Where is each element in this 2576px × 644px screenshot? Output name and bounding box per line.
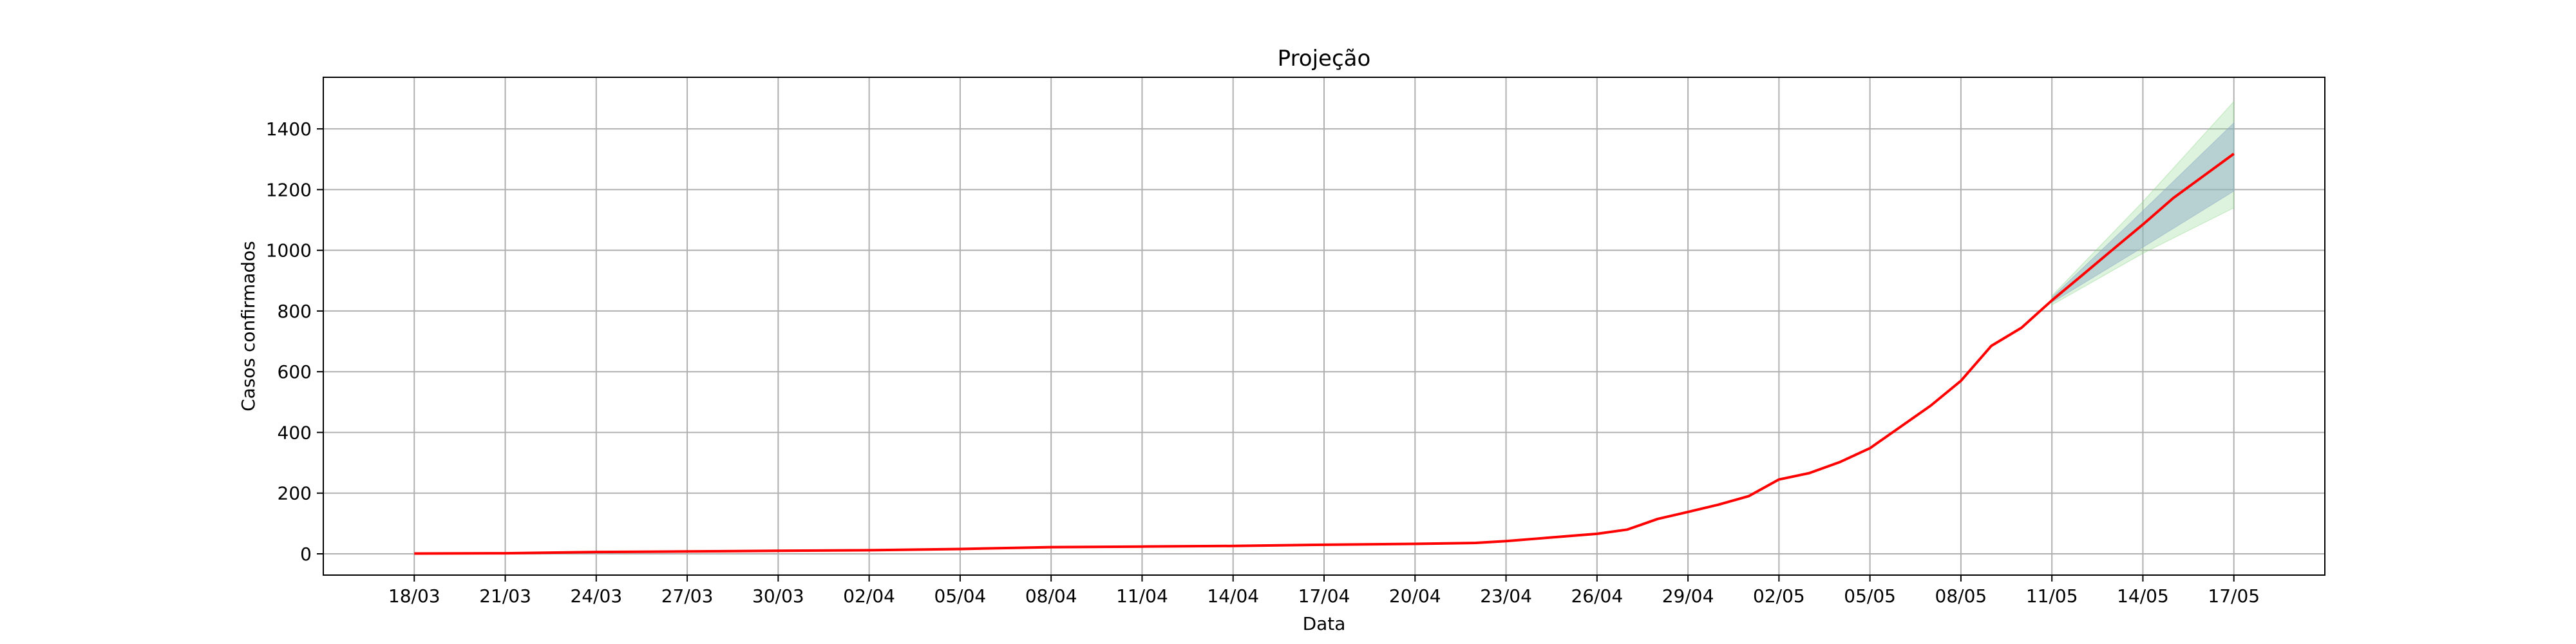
x-tick-label: 17/04 xyxy=(1298,585,1350,607)
x-tick-label: 08/04 xyxy=(1025,585,1077,607)
x-tick-label: 02/05 xyxy=(1753,585,1805,607)
x-tick-label: 11/05 xyxy=(2026,585,2078,607)
x-tick-label: 14/05 xyxy=(2117,585,2169,607)
x-tick-label: 20/04 xyxy=(1389,585,1441,607)
y-tick-label: 800 xyxy=(278,301,312,322)
series-layer xyxy=(414,153,2235,555)
x-tick-label: 14/04 xyxy=(1207,585,1259,607)
y-tick-label: 200 xyxy=(278,483,312,504)
grid-lines xyxy=(323,77,2325,575)
x-tick-label: 18/03 xyxy=(388,585,440,607)
x-tick-label: 27/03 xyxy=(661,585,714,607)
x-tick-label: 02/04 xyxy=(843,585,895,607)
confidence-band-2 xyxy=(2051,122,2235,303)
y-tick-label: 400 xyxy=(278,422,312,443)
x-tick-label: 24/03 xyxy=(570,585,622,607)
x-tick-label: 05/04 xyxy=(934,585,987,607)
x-tick-label: 05/05 xyxy=(1844,585,1896,607)
x-axis-ticks: 18/03 21/03 24/03 27/03 30/03 02/04 05/04 08/04… xyxy=(388,575,2260,607)
chart-title: Projeção xyxy=(1278,46,1371,71)
y-tick-label: 1400 xyxy=(266,118,312,140)
x-tick-label: 11/04 xyxy=(1116,585,1168,607)
y-tick-label: 1200 xyxy=(266,179,312,200)
y-tick-label: 0 xyxy=(300,544,312,565)
x-tick-label: 29/04 xyxy=(1662,585,1714,607)
x-tick-label: 17/05 xyxy=(2208,585,2260,607)
x-tick-label: 23/04 xyxy=(1480,585,1532,607)
x-axis-label: Data xyxy=(1303,613,1346,634)
y-axis-ticks: 0 200 400 600 800 1000 1200 1400 xyxy=(266,118,323,565)
x-tick-label: 21/03 xyxy=(479,585,531,607)
y-tick-label: 1000 xyxy=(266,240,312,261)
y-tick-label: 600 xyxy=(278,361,312,383)
x-tick-label: 08/05 xyxy=(1935,585,1987,607)
x-tick-label: 26/04 xyxy=(1571,585,1623,607)
confidence-bands xyxy=(2051,100,2235,306)
x-tick-label: 30/03 xyxy=(752,585,804,607)
y-axis-label: Casos confirmados xyxy=(238,241,259,412)
series-line-1 xyxy=(414,153,2235,555)
